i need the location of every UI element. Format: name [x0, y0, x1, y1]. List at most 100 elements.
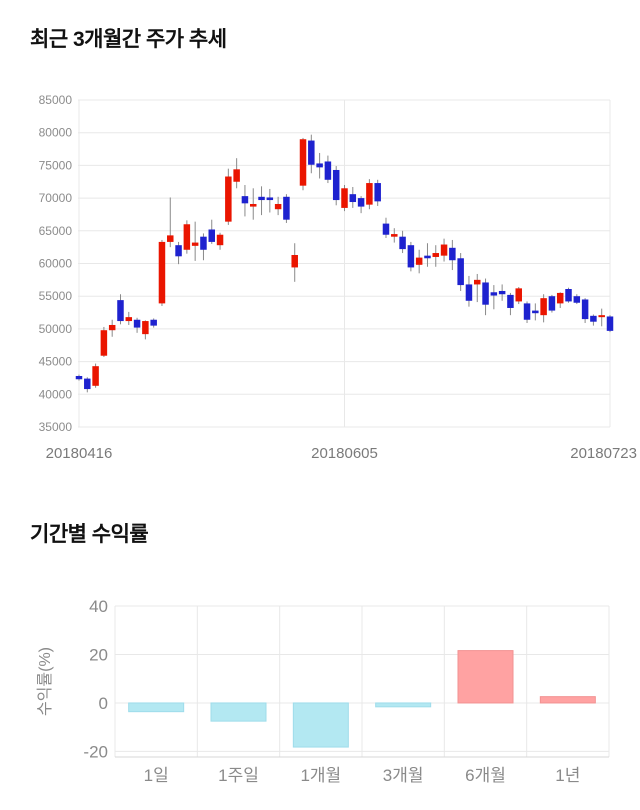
x-tick-label: 1주일 — [218, 766, 259, 785]
candle-body-down — [332, 169, 340, 201]
candle-body-down — [84, 378, 91, 390]
candle-body-down — [399, 236, 406, 250]
candle-body-down — [200, 236, 207, 250]
candle — [274, 196, 282, 216]
candle — [498, 284, 506, 301]
y-tick-label: 35000 — [39, 420, 73, 434]
candle-body-down — [424, 255, 431, 259]
candle-body-down — [581, 299, 589, 320]
candle — [167, 197, 174, 248]
candle-body-down — [507, 294, 514, 308]
y-tick-label: 55000 — [39, 289, 73, 303]
y-axis-title: 수익률(%) — [36, 647, 54, 716]
candle-body-down — [532, 310, 539, 314]
candle-body-down — [75, 375, 83, 380]
candle — [374, 179, 381, 206]
x-tick-label: 20180416 — [46, 445, 113, 462]
candle-body-up — [183, 224, 191, 250]
candle — [440, 238, 448, 262]
candle-body-up — [233, 169, 240, 182]
candle — [540, 294, 547, 323]
candle — [490, 285, 498, 310]
candle — [590, 314, 597, 326]
candle — [432, 245, 440, 267]
candle — [565, 287, 572, 303]
candle-body-up — [391, 234, 398, 237]
candle-body-up — [515, 288, 522, 302]
bar-positive — [539, 696, 596, 704]
candle — [108, 319, 116, 337]
candle — [150, 318, 157, 328]
candle-body-down — [482, 282, 489, 305]
candle-body-down — [208, 229, 215, 242]
candle — [316, 152, 323, 179]
candle — [606, 315, 614, 333]
candle — [191, 221, 199, 261]
candle-body-down — [316, 163, 323, 168]
candle — [183, 220, 191, 254]
candle — [391, 228, 398, 243]
candle — [175, 241, 182, 265]
candle-body-up — [167, 235, 174, 242]
y-tick-label: 80000 — [39, 126, 73, 140]
y-tick-label: 40000 — [39, 387, 73, 401]
candle — [133, 317, 141, 333]
candle-body-up — [432, 253, 440, 257]
candle — [357, 196, 365, 214]
y-tick-label: 65000 — [39, 224, 73, 238]
candle-body-up — [291, 254, 298, 268]
x-tick-label: 6개월 — [465, 766, 506, 785]
candle — [332, 166, 340, 206]
candle — [100, 326, 108, 358]
candle-body-up — [108, 324, 116, 331]
candle-body-down — [175, 245, 182, 257]
candle — [382, 217, 390, 238]
candle — [283, 194, 290, 223]
x-tick-label: 20180723 — [570, 445, 637, 462]
candle — [556, 292, 564, 308]
candle-body-up — [142, 321, 149, 335]
candle — [142, 320, 149, 340]
candle — [548, 294, 556, 313]
candle — [523, 301, 531, 324]
candle — [449, 239, 456, 271]
candle-body-down — [606, 316, 614, 331]
candle — [598, 308, 605, 327]
price-chart-title: 최근 3개월간 주가 추세 — [30, 28, 227, 51]
x-tick-label: 20180605 — [311, 445, 378, 462]
candle — [581, 298, 589, 324]
candle — [507, 292, 514, 316]
candle-body-up — [216, 234, 224, 246]
candle-body-down — [457, 258, 464, 286]
candle — [407, 241, 415, 272]
candle — [573, 294, 581, 305]
candle-body-down — [465, 284, 473, 301]
y-tick-label: 50000 — [39, 322, 73, 336]
candle-body-up — [125, 317, 133, 322]
x-tick-label: 1년 — [555, 766, 580, 785]
candle — [233, 158, 240, 189]
candle-body-down — [283, 196, 290, 220]
y-tick-label: 45000 — [39, 355, 73, 369]
candle — [208, 219, 215, 244]
candle — [84, 377, 91, 393]
candle-body-up — [158, 241, 166, 304]
candle-body-down — [498, 290, 506, 295]
candle-body-up — [540, 298, 547, 316]
candle-body-down — [324, 161, 332, 180]
y-tick-label: 40 — [89, 597, 108, 616]
candle-body-up — [440, 244, 448, 256]
candle-body-up — [474, 279, 481, 285]
candle — [424, 243, 431, 267]
candle — [415, 249, 423, 274]
y-tick-label: 85000 — [39, 93, 73, 107]
candle — [366, 179, 373, 210]
candle-body-down — [117, 300, 124, 322]
candle-body-down — [590, 315, 597, 322]
candle-body-up — [92, 366, 99, 386]
candle — [158, 239, 166, 307]
candle — [515, 287, 522, 305]
candle — [399, 230, 406, 254]
candle — [299, 137, 307, 191]
